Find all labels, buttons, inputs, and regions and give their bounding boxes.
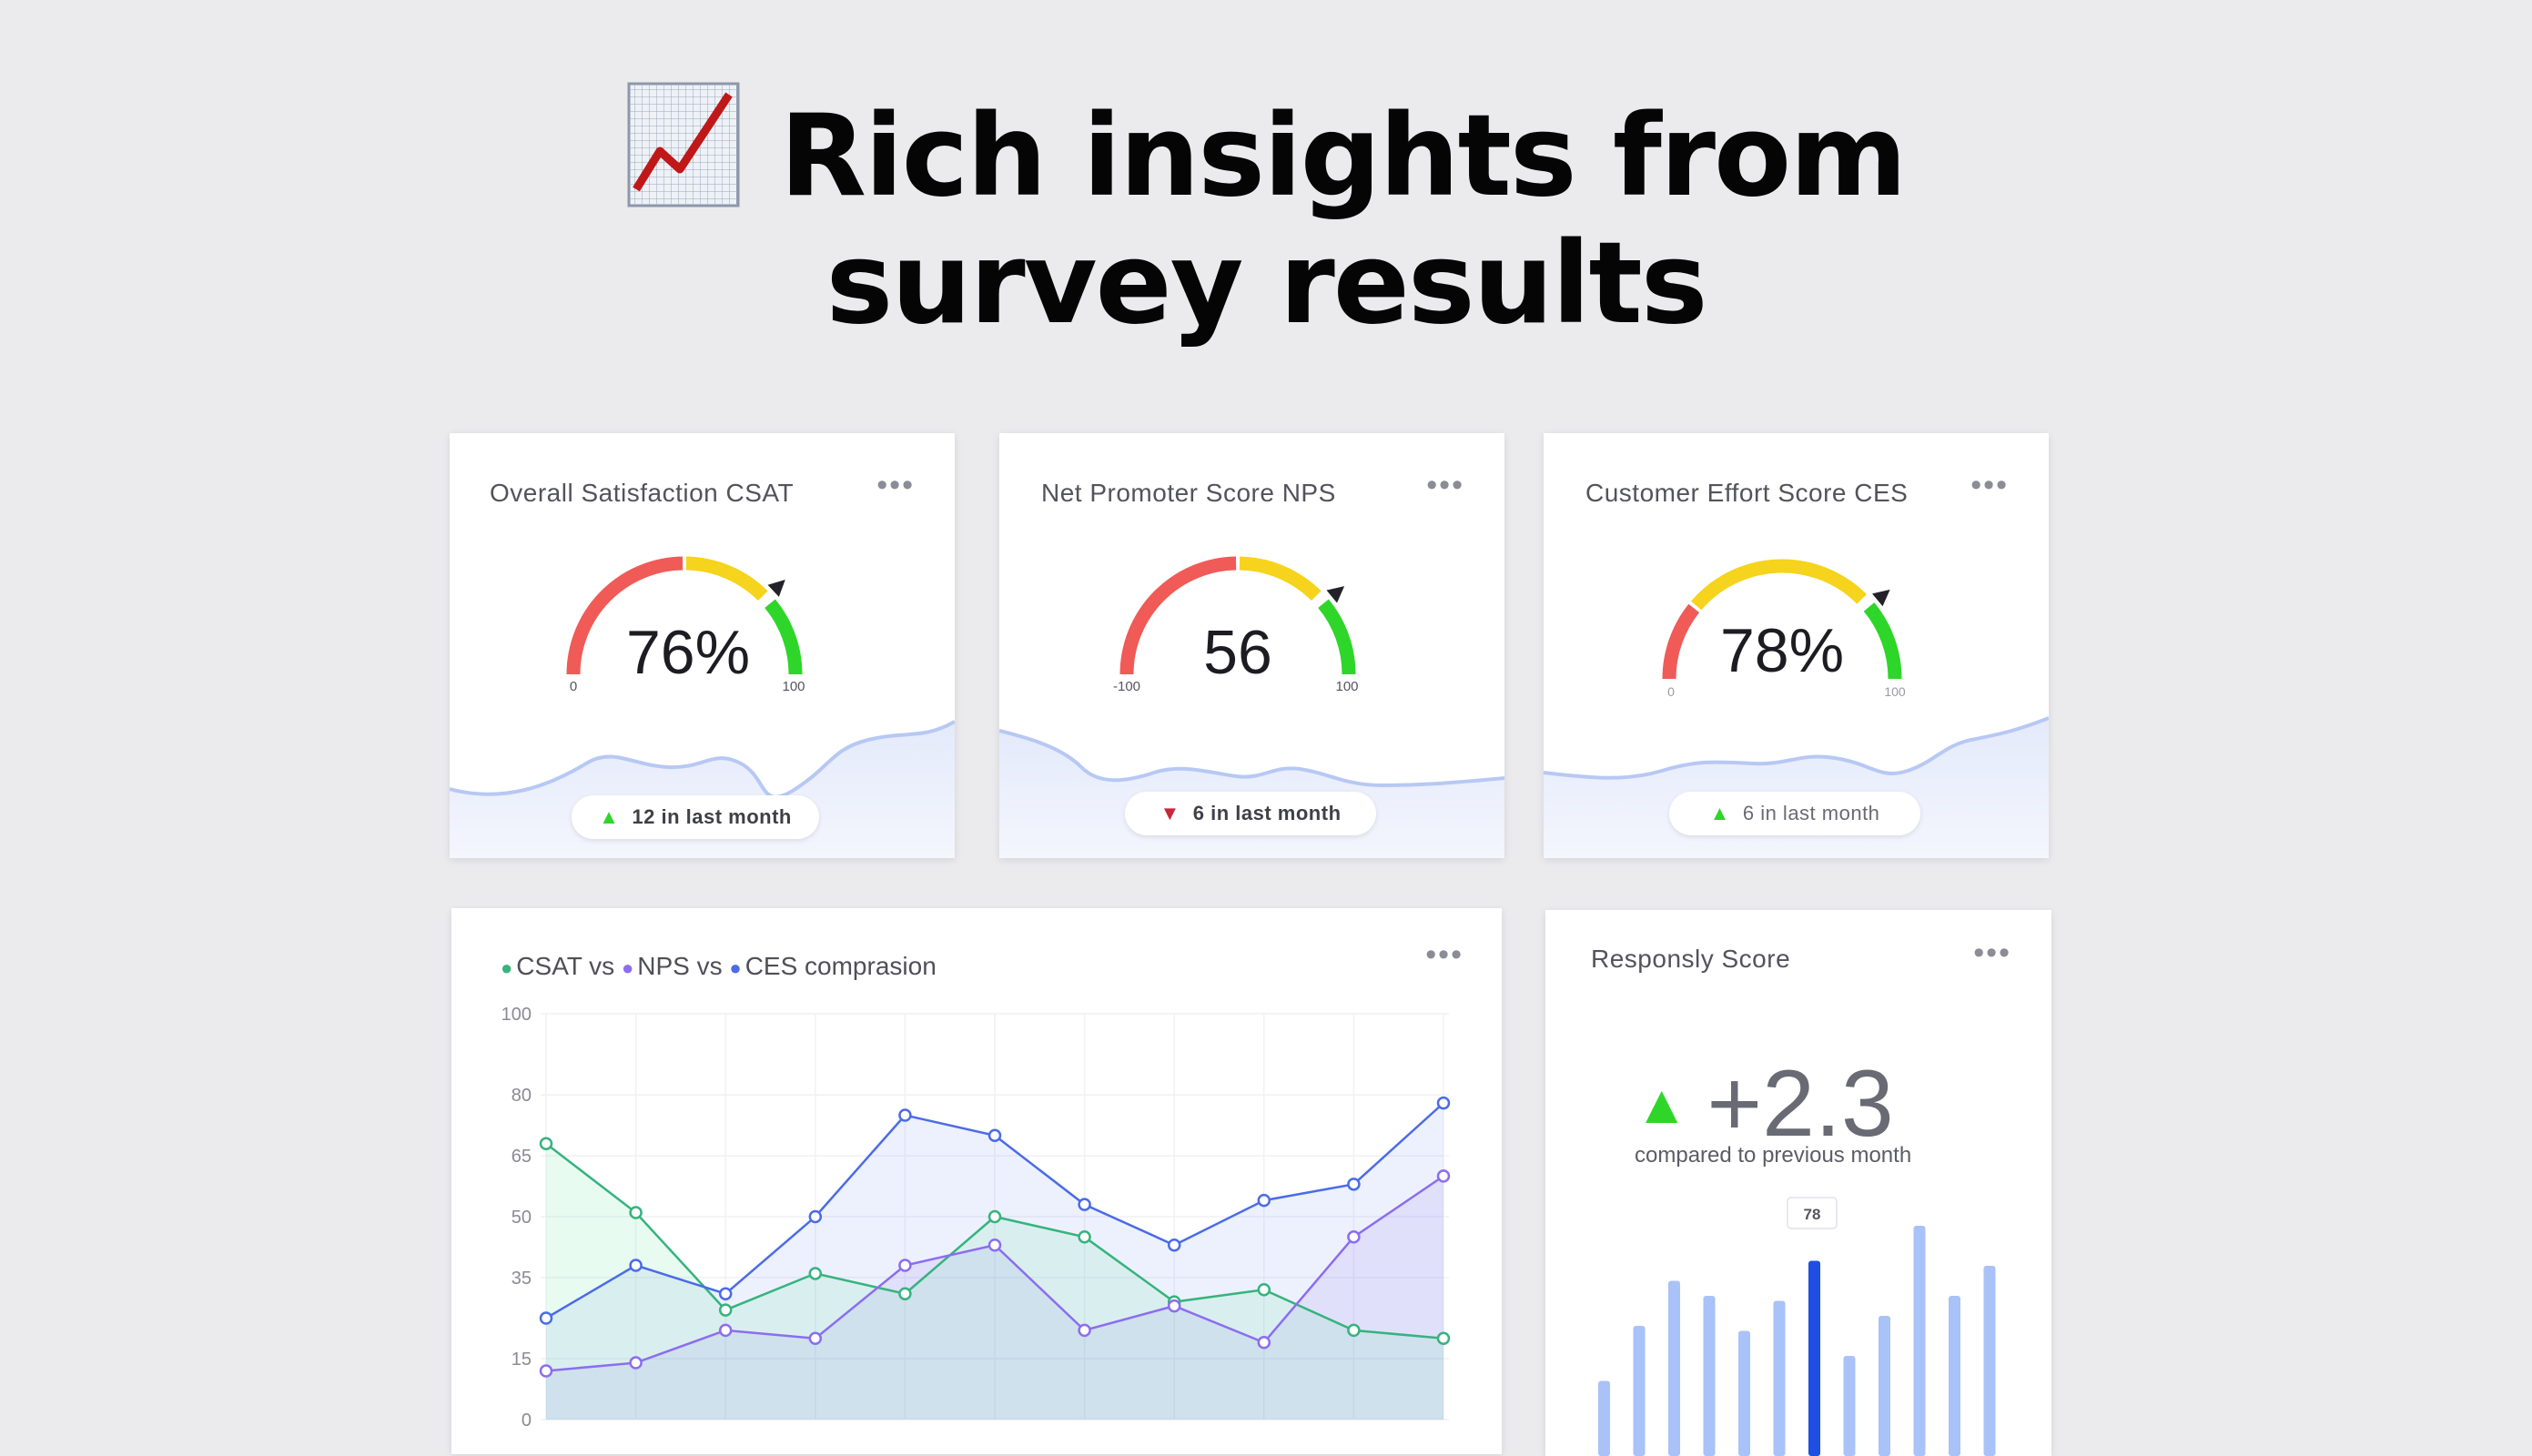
- data-point-nps[interactable]: [1079, 1325, 1090, 1336]
- gauge-yellow-segment: [1696, 566, 1862, 605]
- bar[interactable]: [1844, 1356, 1856, 1456]
- data-point-nps[interactable]: [899, 1260, 910, 1271]
- headline: Rich insights from survey results: [0, 82, 2532, 348]
- nps-card: Net Promoter Score NPS ••• -100 100 56 ▼…: [999, 433, 1504, 858]
- gauge-green-segment: [1869, 607, 1895, 679]
- y-tick-label: 15: [511, 1350, 532, 1370]
- bar[interactable]: [1984, 1266, 1996, 1456]
- data-point-nps[interactable]: [810, 1333, 821, 1344]
- y-tick-label: 35: [511, 1269, 532, 1289]
- gauge-max-label: 100: [782, 679, 805, 694]
- data-point-ces[interactable]: [899, 1110, 910, 1121]
- line-chart: 0 15 35 50 65 80 100: [451, 908, 1502, 1454]
- gauge-max-label: 100: [1884, 684, 1906, 699]
- data-point-ces[interactable]: [810, 1211, 821, 1222]
- data-point-ces[interactable]: [1348, 1178, 1359, 1189]
- data-point-ces[interactable]: [1079, 1199, 1090, 1210]
- data-point-nps[interactable]: [989, 1239, 1000, 1250]
- bar[interactable]: [1704, 1296, 1716, 1456]
- data-point-csat[interactable]: [1259, 1284, 1270, 1295]
- trend-up-icon: ▲: [599, 805, 619, 829]
- y-tick-label: 65: [511, 1147, 532, 1167]
- data-point-nps[interactable]: [720, 1325, 731, 1336]
- bar[interactable]: [1914, 1226, 1926, 1456]
- responsly-score-card: Responsly Score ••• ▲ +2.3 compared to p…: [1545, 910, 2051, 1456]
- gauge-min-label: 0: [570, 679, 577, 694]
- data-point-csat[interactable]: [1079, 1231, 1090, 1242]
- data-point-ces[interactable]: [541, 1313, 552, 1324]
- data-point-nps[interactable]: [1169, 1300, 1180, 1311]
- csat-card: Overall Satisfaction CSAT ••• 0 100 76% …: [450, 433, 955, 858]
- data-point-csat[interactable]: [810, 1268, 821, 1279]
- gauge-min-label: 0: [1667, 684, 1675, 699]
- gauge-yellow-segment: [686, 563, 763, 596]
- data-point-csat[interactable]: [541, 1138, 552, 1149]
- bar[interactable]: [1598, 1381, 1610, 1456]
- gauge-pointer-icon: [768, 580, 785, 597]
- data-point-csat[interactable]: [989, 1211, 1000, 1222]
- data-point-csat[interactable]: [1348, 1325, 1359, 1336]
- trend-down-icon: ▼: [1160, 802, 1180, 825]
- data-point-csat[interactable]: [631, 1208, 642, 1218]
- chart-increasing-icon: [627, 82, 740, 207]
- y-tick-label: 0: [522, 1410, 532, 1431]
- data-point-csat[interactable]: [899, 1289, 910, 1299]
- bar[interactable]: [1879, 1316, 1890, 1456]
- headline-line-2: survey results: [0, 220, 2532, 348]
- trend-wave: [999, 713, 1504, 858]
- trend-pill: ▲ 12 in last month: [572, 795, 819, 839]
- bar[interactable]: [1774, 1301, 1786, 1456]
- bar[interactable]: [1949, 1296, 1960, 1456]
- gauge-min-label: -100: [1113, 679, 1140, 694]
- data-point-ces[interactable]: [1169, 1239, 1180, 1250]
- trend-pill: ▼ 6 in last month: [1125, 792, 1376, 835]
- data-point-nps[interactable]: [1259, 1337, 1270, 1348]
- y-tick-label: 80: [511, 1086, 532, 1106]
- trend-pill: ▲ 6 in last month: [1669, 792, 1920, 835]
- data-point-ces[interactable]: [1259, 1195, 1270, 1206]
- gauge-value: 56: [1203, 618, 1272, 687]
- data-point-ces[interactable]: [1438, 1097, 1449, 1108]
- trend-wave: [1544, 713, 2049, 858]
- data-point-ces[interactable]: [631, 1260, 642, 1271]
- data-point-nps[interactable]: [1348, 1231, 1359, 1242]
- gauge-value: 78%: [1720, 616, 1844, 685]
- bar[interactable]: [1634, 1326, 1646, 1456]
- bar[interactable]: [1668, 1281, 1680, 1456]
- bar[interactable]: [1808, 1261, 1820, 1456]
- gauge-max-label: 100: [1335, 679, 1358, 694]
- data-point-ces[interactable]: [720, 1289, 731, 1299]
- bar-chart: 78: [1545, 910, 2051, 1456]
- gauge-red-segment: [1669, 608, 1694, 679]
- gauge-value: 76%: [626, 618, 750, 687]
- trend-text: 6 in last month: [1743, 802, 1880, 825]
- gauge-green-segment: [770, 603, 795, 674]
- bar[interactable]: [1738, 1331, 1750, 1456]
- data-point-nps[interactable]: [541, 1365, 552, 1376]
- y-tick-label: 50: [511, 1208, 532, 1228]
- y-tick-label: 100: [501, 1005, 532, 1025]
- trend-text: 6 in last month: [1193, 802, 1342, 825]
- data-point-ces[interactable]: [989, 1130, 1000, 1141]
- trend-text: 12 in last month: [632, 805, 791, 829]
- data-point-nps[interactable]: [1438, 1170, 1449, 1181]
- data-point-nps[interactable]: [631, 1358, 642, 1369]
- bar-tooltip: 78: [1788, 1198, 1837, 1228]
- data-point-csat[interactable]: [720, 1305, 731, 1316]
- gauge-green-segment: [1323, 603, 1349, 674]
- data-point-csat[interactable]: [1438, 1333, 1449, 1344]
- ces-card: Customer Effort Score CES ••• 0 100 78% …: [1544, 433, 2049, 858]
- gauge-yellow-segment: [1240, 563, 1316, 596]
- trend-up-icon: ▲: [1710, 802, 1730, 825]
- tooltip-label: 78: [1804, 1206, 1821, 1223]
- headline-line-1: Rich insights from: [0, 82, 2532, 220]
